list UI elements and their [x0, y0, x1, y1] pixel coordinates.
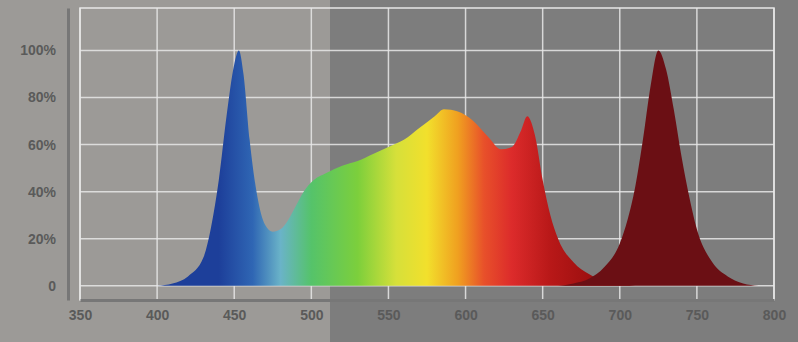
- y-axis: 0 20% 40% 60% 80% 100%: [20, 9, 68, 301]
- grid: [80, 8, 774, 300]
- x-tick-label: 650: [531, 307, 555, 323]
- x-tick-label: 600: [454, 307, 478, 323]
- x-tick: 600: [454, 300, 478, 323]
- y-tick-label: 20%: [28, 231, 57, 247]
- x-tick: 750: [686, 300, 710, 323]
- grid-line-y: [80, 50, 774, 52]
- x-axis: 350 400 450 500 550 600 650 700 750 800: [69, 300, 787, 323]
- y-axis-line: [67, 9, 70, 301]
- x-tick-label: 550: [377, 307, 401, 323]
- grid-line-x: [156, 8, 158, 300]
- background-light: [0, 0, 330, 342]
- x-tick: 650: [531, 300, 555, 323]
- spectrum-area: [157, 50, 635, 285]
- y-tick-label: 80%: [28, 89, 57, 105]
- background: [0, 0, 798, 342]
- y-tick: 20%: [28, 231, 68, 247]
- x-tick: 350: [69, 300, 93, 323]
- x-tick-label: 500: [300, 307, 324, 323]
- x-tick: 400: [146, 300, 170, 323]
- y-tick-label: 40%: [28, 184, 57, 200]
- x-tick-label: 750: [686, 307, 710, 323]
- chart: 350 400 450 500 550 600 650 700 750 800 0 20% 40% 60%…: [0, 0, 798, 342]
- x-tick: 550: [377, 300, 401, 323]
- plot-frame: [80, 8, 774, 300]
- y-tick: 80%: [28, 89, 68, 105]
- y-tick: 60%: [28, 137, 68, 153]
- x-tick: 450: [223, 300, 247, 323]
- x-tick-label: 350: [69, 307, 93, 323]
- x-tick-label: 800: [763, 307, 787, 323]
- x-tick: 700: [609, 300, 633, 323]
- y-tick-label: 100%: [20, 42, 56, 58]
- y-tick: 40%: [28, 184, 68, 200]
- marks: [157, 50, 758, 285]
- x-tick: 800: [763, 300, 787, 323]
- y-tick-label: 60%: [28, 137, 57, 153]
- spectrum-area: [558, 50, 758, 285]
- x-tick-label: 450: [223, 307, 247, 323]
- y-tick-label: 0: [48, 278, 56, 294]
- x-axis-line: [81, 299, 775, 302]
- x-tick: 500: [300, 300, 324, 323]
- y-tick: 0: [48, 278, 68, 294]
- y-tick: 100%: [20, 42, 68, 58]
- x-tick-label: 700: [609, 307, 633, 323]
- x-tick-label: 400: [146, 307, 170, 323]
